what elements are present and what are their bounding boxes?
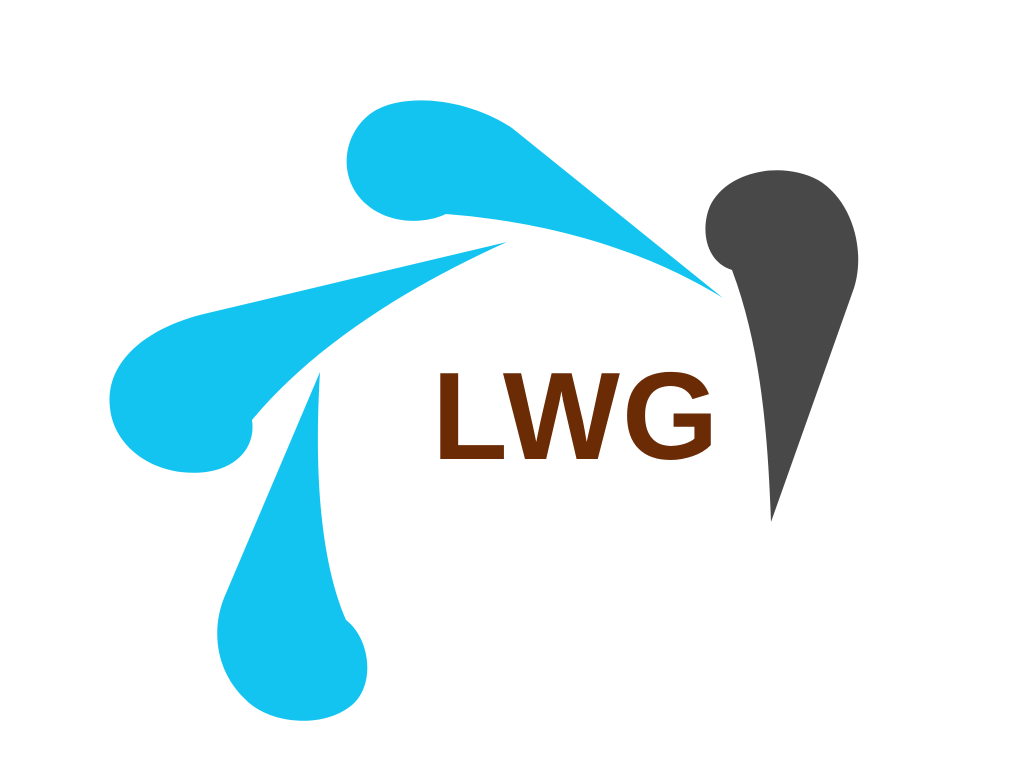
dark-drop-right: [705, 170, 859, 522]
blue-drop-bottom: [217, 372, 368, 721]
logo-text: LWG: [432, 348, 721, 486]
blue-drop-top: [346, 100, 723, 298]
blue-drop-left: [109, 242, 507, 473]
